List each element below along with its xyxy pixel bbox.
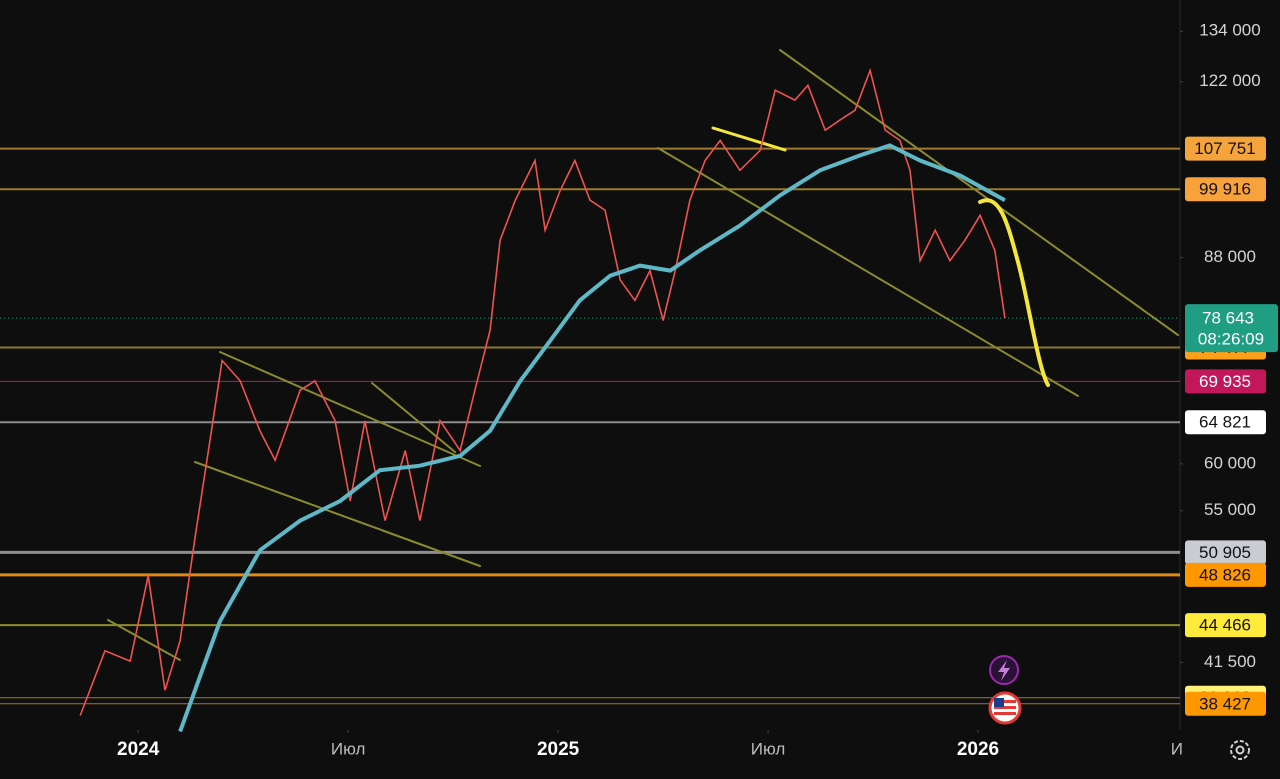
x-tick-label: 2024: [117, 739, 160, 760]
gear-center: [1235, 745, 1245, 755]
trendline: [711, 126, 787, 152]
price-line: [79, 67, 1006, 716]
level-label: 99 916: [1199, 180, 1251, 199]
flag-canton: [994, 698, 1004, 707]
forecast-curve: [978, 198, 1050, 387]
level-label: 64 821: [1199, 413, 1251, 432]
x-tick-label: Июл: [1171, 739, 1206, 758]
trendline: [219, 351, 481, 467]
level-label-box: [1185, 691, 1266, 716]
last-price-box: [1185, 304, 1278, 353]
trendline: [107, 619, 181, 661]
y-tick-label: 55 000: [1204, 500, 1256, 519]
x-axis: 2024 Июл 2025 Июл 2026 Июл: [117, 730, 1206, 760]
level-label: 107 751: [1194, 139, 1255, 158]
trendline: [194, 461, 481, 567]
level-label: 69 935: [1199, 372, 1251, 391]
level-label-box: [1185, 177, 1266, 202]
level-label-box: [1185, 369, 1266, 394]
axis: 134 000 122 000 88 000 60 000 55 000 41 500 10…: [1180, 21, 1278, 716]
x-tick-label: Июл: [331, 739, 366, 758]
levels: [0, 147, 1180, 705]
level-label-box: [1185, 562, 1266, 587]
level-label: 50 905: [1199, 543, 1251, 562]
flag-icon[interactable]: [988, 691, 1022, 725]
last-price-label: 78 643: [1202, 309, 1254, 328]
level-label: 44 466: [1199, 616, 1251, 635]
flag-stripe: [994, 712, 1016, 715]
drawings: [107, 49, 1179, 661]
series: [79, 67, 1006, 733]
level-label: 38 427: [1199, 694, 1251, 713]
trendline: [371, 382, 456, 453]
y-tick-label: 88 000: [1204, 247, 1256, 266]
settings-button[interactable]: [1230, 740, 1250, 760]
countdown-label: 08:26:09: [1198, 330, 1264, 349]
trendline: [657, 147, 1079, 397]
level-label-box: [1185, 613, 1266, 638]
trendline: [779, 49, 1179, 336]
y-tick-label: 41 500: [1204, 652, 1256, 671]
level-label: 48 826: [1199, 565, 1251, 584]
flag-stripe: [994, 700, 1016, 703]
level-label-box: [1185, 410, 1266, 435]
y-tick-label: 134 000: [1199, 21, 1260, 40]
gear[interactable]: [1230, 740, 1250, 760]
y-tick-label: 60 000: [1204, 453, 1256, 472]
lightning: [998, 660, 1010, 681]
level-label-box: [1185, 540, 1266, 565]
event-icon[interactable]: [989, 655, 1019, 685]
flag-stripe: [994, 706, 1016, 709]
price-line: [178, 143, 1006, 733]
x-tick-label: 2026: [957, 739, 999, 760]
level-label-box: [1185, 136, 1266, 161]
x-tick-label: Июл: [751, 739, 786, 758]
x-tick-label: 2025: [537, 739, 580, 760]
y-tick-label: 122 000: [1199, 71, 1260, 90]
